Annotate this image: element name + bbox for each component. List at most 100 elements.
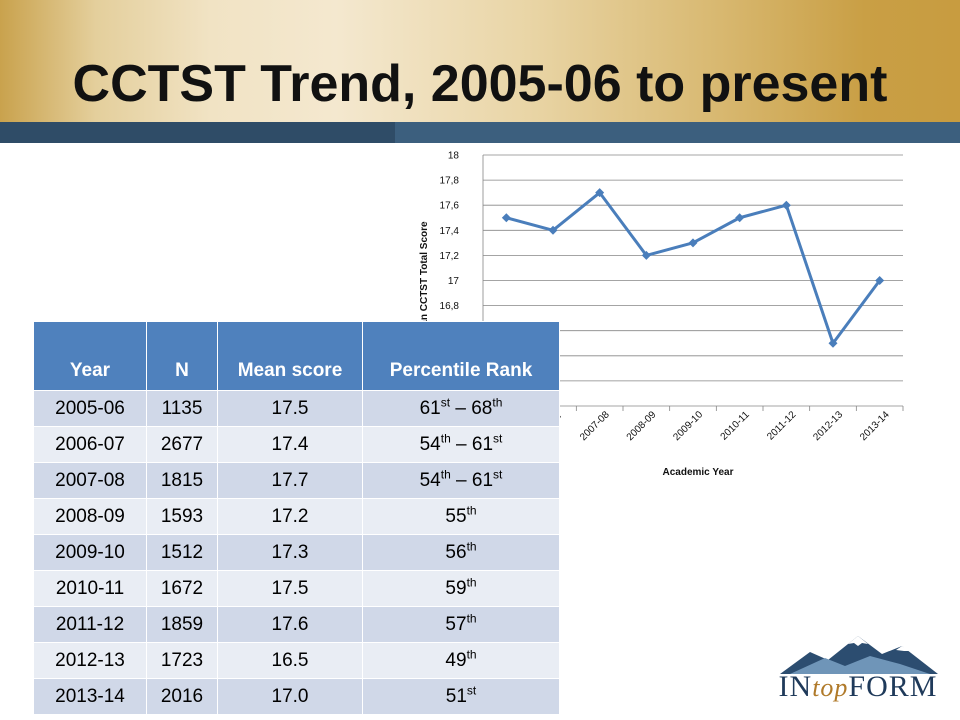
percentile-suffix: th bbox=[466, 503, 477, 518]
percentile-value: 56 bbox=[445, 541, 467, 563]
data-point-marker bbox=[688, 238, 698, 248]
y-tick-label: 17,2 bbox=[440, 251, 460, 262]
logo-word-top: top bbox=[812, 673, 849, 702]
x-tick-label: 2010-11 bbox=[719, 409, 753, 443]
cell-year: 2013-14 bbox=[33, 678, 147, 715]
table-row: 2006-07 2677 17.4 54th – 61st bbox=[33, 426, 560, 463]
header-percentile-rank: Percentile Rank bbox=[362, 321, 560, 391]
header-year: Year bbox=[33, 321, 147, 391]
table-row: 2010-11 1672 17.5 59th bbox=[33, 570, 560, 607]
y-tick-label: 16,8 bbox=[440, 301, 460, 312]
percentile-suffix: th bbox=[440, 467, 451, 482]
data-point-marker bbox=[548, 225, 558, 235]
cell-year: 2006-07 bbox=[33, 426, 147, 463]
percentile-suffix: st bbox=[440, 395, 451, 410]
cell-n: 1135 bbox=[146, 390, 218, 427]
cell-year: 2005-06 bbox=[33, 390, 147, 427]
percentile-suffix: th bbox=[440, 431, 451, 446]
logo-word-form: FORM bbox=[848, 670, 938, 703]
cell-year: 2010-11 bbox=[33, 570, 147, 607]
data-point-marker bbox=[595, 188, 605, 198]
header-n: N bbox=[146, 321, 218, 391]
cell-year: 2007-08 bbox=[33, 462, 147, 499]
cell-percentile-rank: 49th bbox=[362, 642, 560, 679]
percentile-value: 57 bbox=[445, 613, 467, 635]
cell-mean-score: 17.5 bbox=[217, 570, 363, 607]
percentile-value: 49 bbox=[445, 649, 467, 671]
cell-percentile-rank: 55th bbox=[362, 498, 560, 535]
y-tick-label: 17,8 bbox=[440, 176, 460, 187]
y-tick-label: 17 bbox=[448, 276, 460, 287]
data-point-marker bbox=[781, 200, 791, 210]
cell-n: 2016 bbox=[146, 678, 218, 715]
table-row: 2011-12 1859 17.6 57th bbox=[33, 606, 560, 643]
cell-n: 1672 bbox=[146, 570, 218, 607]
cell-mean-score: 17.6 bbox=[217, 606, 363, 643]
table-row: 2005-06 1135 17.5 61st – 68th bbox=[33, 390, 560, 427]
x-tick-label: 2007-08 bbox=[578, 409, 612, 443]
percentile-suffix: th bbox=[466, 575, 477, 590]
cell-year: 2011-12 bbox=[33, 606, 147, 643]
cell-mean-score: 17.4 bbox=[217, 426, 363, 463]
cell-n: 2677 bbox=[146, 426, 218, 463]
y-tick-label: 18 bbox=[448, 151, 460, 162]
y-tick-label: 17,4 bbox=[440, 226, 460, 237]
data-point-marker bbox=[735, 213, 745, 223]
cell-percentile-rank: 61st – 68th bbox=[362, 390, 560, 427]
data-point-marker bbox=[828, 338, 838, 348]
cell-percentile-rank: 56th bbox=[362, 534, 560, 571]
cell-mean-score: 17.2 bbox=[217, 498, 363, 535]
percentile-suffix: th bbox=[466, 611, 477, 626]
title-underline-band-left bbox=[0, 122, 395, 143]
y-axis-label: Mean CCTST Total Score bbox=[419, 221, 430, 340]
table-row: 2009-10 1512 17.3 56th bbox=[33, 534, 560, 571]
percentile-suffix: th bbox=[466, 539, 477, 554]
percentile-suffix: th bbox=[466, 647, 477, 662]
x-tick-label: 2011-12 bbox=[765, 409, 799, 443]
cell-n: 1723 bbox=[146, 642, 218, 679]
cell-n: 1859 bbox=[146, 606, 218, 643]
percentile-value-upper: 68 bbox=[471, 397, 493, 419]
cell-year: 2012-13 bbox=[33, 642, 147, 679]
percentile-value: 61 bbox=[419, 397, 441, 419]
cell-mean-score: 17.0 bbox=[217, 678, 363, 715]
percentile-range-separator: – bbox=[450, 397, 472, 419]
cell-percentile-rank: 57th bbox=[362, 606, 560, 643]
scores-table: Year N Mean score Percentile Rank 2005-0… bbox=[33, 321, 560, 715]
table-row: 2007-08 1815 17.7 54th – 61st bbox=[33, 462, 560, 499]
mountain-icon bbox=[780, 636, 938, 674]
cell-year: 2009-10 bbox=[33, 534, 147, 571]
x-axis-label: Academic Year bbox=[663, 467, 734, 478]
cell-n: 1593 bbox=[146, 498, 218, 535]
x-tick-label: 2012-13 bbox=[811, 409, 845, 443]
data-point-marker bbox=[875, 276, 885, 285]
intopform-logo: INtopFORM bbox=[770, 630, 946, 710]
percentile-value-upper: 61 bbox=[471, 433, 494, 455]
table-row: 2013-14 2016 17.0 51st bbox=[33, 678, 560, 715]
data-point-marker bbox=[501, 213, 511, 223]
percentile-value: 54 bbox=[419, 469, 441, 491]
percentile-range-separator: – bbox=[450, 469, 472, 491]
percentile-value: 55 bbox=[445, 505, 467, 527]
header-mean-score: Mean score bbox=[217, 321, 363, 391]
percentile-value-upper: 61 bbox=[471, 469, 494, 491]
logo-word-in: IN bbox=[778, 670, 813, 703]
cell-n: 1815 bbox=[146, 462, 218, 499]
cell-mean-score: 17.7 bbox=[217, 462, 363, 499]
cell-percentile-rank: 51st bbox=[362, 678, 560, 715]
y-tick-label: 17,6 bbox=[440, 201, 460, 212]
title-banner bbox=[0, 0, 960, 122]
percentile-value: 59 bbox=[445, 577, 467, 599]
data-point-marker bbox=[641, 250, 651, 260]
slide-title: CCTST Trend, 2005-06 to present bbox=[72, 55, 888, 113]
cell-year: 2008-09 bbox=[33, 498, 147, 535]
cell-mean-score: 17.5 bbox=[217, 390, 363, 427]
percentile-value: 51 bbox=[445, 685, 467, 707]
table-row: 2012-13 1723 16.5 49th bbox=[33, 642, 560, 679]
logo-wordmark: INtopFORM bbox=[770, 670, 946, 704]
cell-percentile-rank: 54th – 61st bbox=[362, 462, 560, 499]
cell-mean-score: 17.3 bbox=[217, 534, 363, 571]
chart-series bbox=[501, 188, 885, 348]
percentile-suffix-upper: th bbox=[492, 395, 503, 410]
series-line bbox=[505, 191, 881, 345]
